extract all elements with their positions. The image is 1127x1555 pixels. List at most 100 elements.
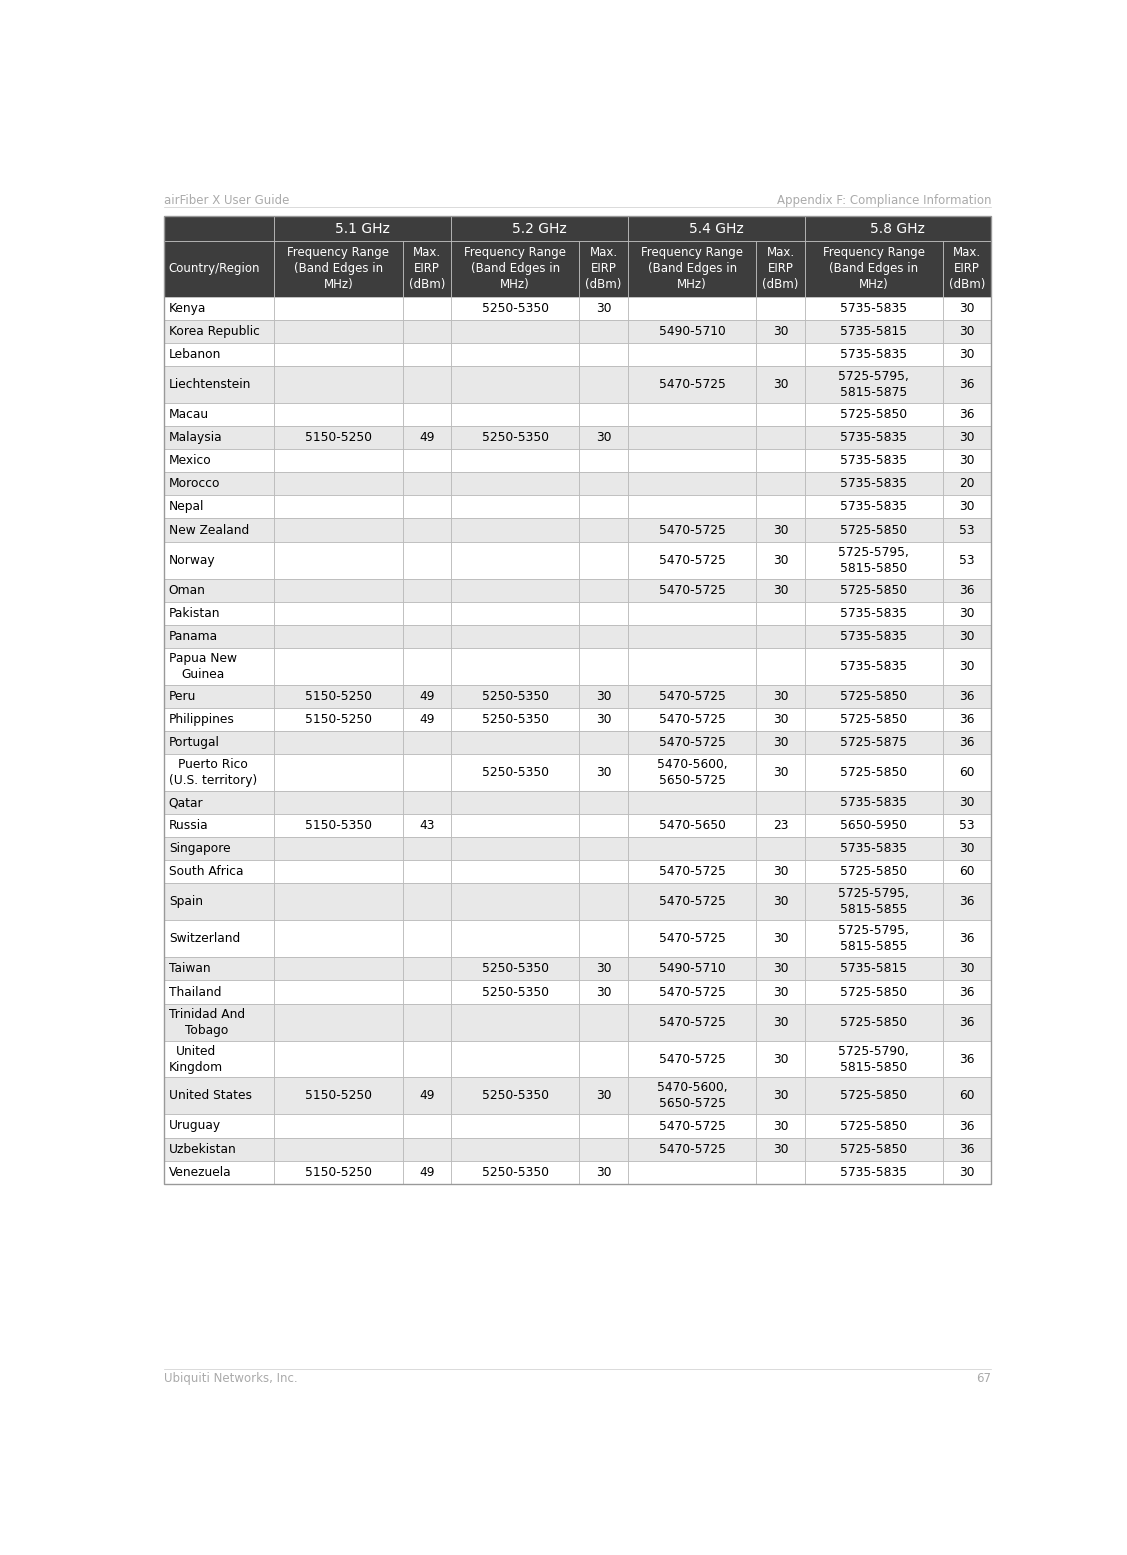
- Bar: [274, 1003, 402, 1040]
- Bar: [165, 541, 274, 578]
- Text: 5250-5350: 5250-5350: [481, 1166, 549, 1179]
- Bar: [402, 837, 451, 860]
- Bar: [579, 320, 628, 344]
- Bar: [756, 921, 805, 958]
- Bar: [942, 541, 991, 578]
- Bar: [274, 684, 402, 708]
- Bar: [756, 403, 805, 426]
- Bar: [579, 860, 628, 883]
- Bar: [274, 625, 402, 648]
- Text: 5250-5350: 5250-5350: [481, 963, 549, 975]
- Text: 20: 20: [959, 477, 975, 490]
- Text: Taiwan: Taiwan: [169, 963, 211, 975]
- Bar: [274, 1115, 402, 1138]
- Bar: [402, 541, 451, 578]
- Bar: [165, 320, 274, 344]
- Bar: [628, 216, 805, 241]
- Bar: [805, 837, 942, 860]
- Bar: [274, 981, 402, 1003]
- Text: 30: 30: [596, 963, 612, 975]
- Bar: [756, 426, 805, 449]
- Bar: [805, 297, 942, 320]
- Bar: [628, 921, 756, 958]
- Text: 5.8 GHz: 5.8 GHz: [870, 221, 925, 235]
- Text: Norway: Norway: [169, 554, 215, 566]
- Bar: [942, 648, 991, 684]
- Text: 60: 60: [959, 1090, 975, 1102]
- Bar: [451, 1040, 579, 1078]
- Bar: [756, 241, 805, 297]
- Bar: [274, 1078, 402, 1115]
- Bar: [451, 365, 579, 403]
- Text: 5735-5835: 5735-5835: [840, 606, 907, 620]
- Bar: [942, 1040, 991, 1078]
- Text: 49: 49: [419, 690, 435, 703]
- Bar: [402, 1078, 451, 1115]
- Bar: [756, 754, 805, 791]
- Bar: [942, 1138, 991, 1160]
- Bar: [274, 648, 402, 684]
- Bar: [451, 648, 579, 684]
- Bar: [451, 496, 579, 518]
- Bar: [942, 426, 991, 449]
- Bar: [628, 403, 756, 426]
- Bar: [579, 754, 628, 791]
- Bar: [628, 684, 756, 708]
- Bar: [942, 791, 991, 815]
- Text: 5735-5835: 5735-5835: [840, 630, 907, 642]
- Bar: [402, 625, 451, 648]
- Bar: [942, 815, 991, 837]
- Bar: [451, 1040, 579, 1078]
- Bar: [579, 578, 628, 602]
- Bar: [805, 837, 942, 860]
- Bar: [579, 541, 628, 578]
- Bar: [579, 958, 628, 981]
- Bar: [165, 731, 274, 754]
- Text: Papua New
Guinea: Papua New Guinea: [169, 652, 237, 681]
- Bar: [942, 241, 991, 297]
- Bar: [628, 1115, 756, 1138]
- Bar: [942, 754, 991, 791]
- Bar: [756, 449, 805, 473]
- Bar: [805, 473, 942, 496]
- Bar: [579, 344, 628, 365]
- Bar: [942, 449, 991, 473]
- Text: 30: 30: [773, 554, 789, 566]
- Bar: [165, 625, 274, 648]
- Bar: [165, 1160, 274, 1183]
- Text: 5470-5725: 5470-5725: [658, 1015, 726, 1028]
- Bar: [805, 541, 942, 578]
- Bar: [274, 958, 402, 981]
- Bar: [942, 473, 991, 496]
- Bar: [451, 684, 579, 708]
- Bar: [628, 754, 756, 791]
- Bar: [756, 1040, 805, 1078]
- Bar: [274, 320, 402, 344]
- Bar: [628, 1078, 756, 1115]
- Bar: [805, 921, 942, 958]
- Bar: [942, 708, 991, 731]
- Bar: [451, 578, 579, 602]
- Text: 36: 36: [959, 1143, 975, 1155]
- Text: 5490-5710: 5490-5710: [659, 963, 726, 975]
- Bar: [165, 921, 274, 958]
- Bar: [402, 449, 451, 473]
- Bar: [805, 958, 942, 981]
- Bar: [451, 473, 579, 496]
- Bar: [451, 449, 579, 473]
- Bar: [274, 541, 402, 578]
- Bar: [942, 837, 991, 860]
- Bar: [756, 754, 805, 791]
- Bar: [165, 958, 274, 981]
- Bar: [451, 426, 579, 449]
- Bar: [628, 1003, 756, 1040]
- Text: 53: 53: [959, 554, 975, 566]
- Bar: [451, 1138, 579, 1160]
- Bar: [274, 1115, 402, 1138]
- Bar: [402, 648, 451, 684]
- Bar: [942, 860, 991, 883]
- Bar: [274, 426, 402, 449]
- Bar: [165, 365, 274, 403]
- Bar: [402, 403, 451, 426]
- Text: Frequency Range
(Band Edges in
MHz): Frequency Range (Band Edges in MHz): [823, 247, 925, 291]
